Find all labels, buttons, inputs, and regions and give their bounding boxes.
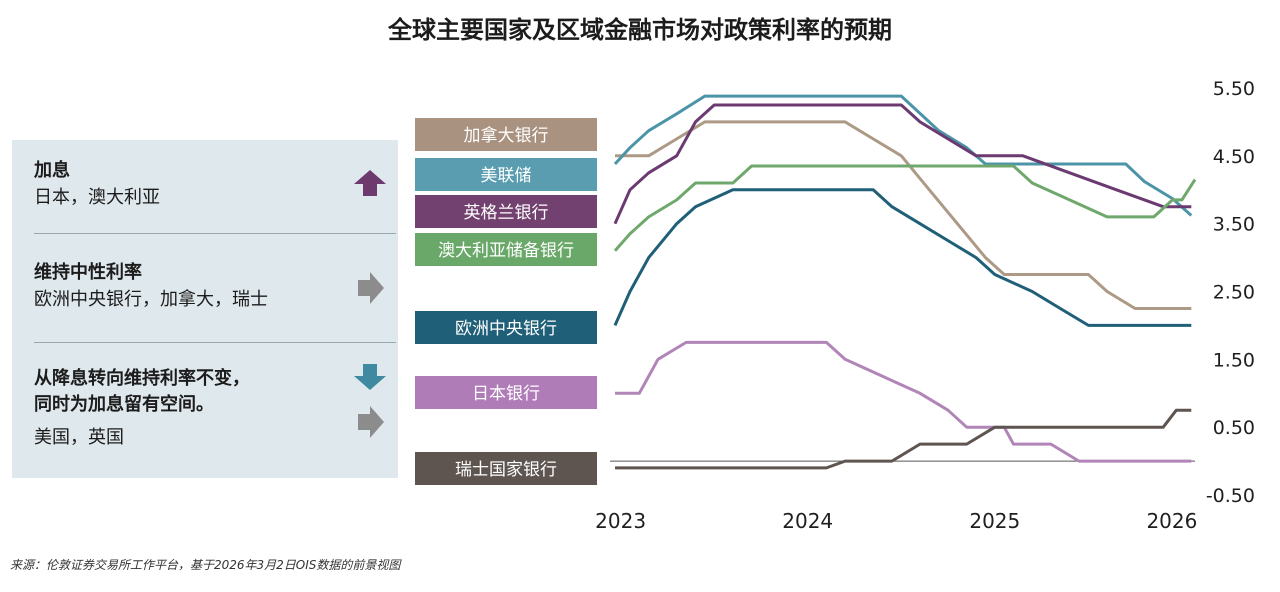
y-tick-label: 1.50 [1213,349,1255,371]
series-line-3 [613,164,1197,252]
rate-outlook-panel: 加息 日本，澳大利亚 维持中性利率 欧洲中央银行，加拿大，瑞士 从降息转向维持利… [12,140,398,478]
legend-box-6 [415,452,597,485]
legend-label-5: 日本银行 [472,384,540,404]
y-tick-label: 2.50 [1213,282,1255,304]
legend-box-1 [415,158,597,191]
section-hold-text: 欧洲中央银行，加拿大，瑞士 [34,289,268,310]
legend-box-5 [415,376,597,409]
series-line-2 [613,103,1192,225]
legend-box-0 [415,118,597,151]
section-hold: 维持中性利率 欧洲中央银行，加拿大，瑞士 [34,260,268,314]
up-arrow-icon [354,170,386,196]
series-line-0 [615,120,1192,310]
legend-label-3: 澳大利亚储备银行 [438,241,574,261]
x-tick-label: 2025 [969,509,1020,533]
legend-label-1: 美联储 [481,166,532,186]
section-hold-title: 维持中性利率 [34,262,142,283]
section-hike-title: 加息 [34,160,70,181]
legend-box-3 [415,233,597,266]
legend-label-6: 瑞士国家银行 [455,460,557,480]
y-tick-label: 4.50 [1213,146,1255,168]
series-line-1 [613,94,1193,217]
right-arrow-icon [358,272,384,304]
series-line-6 [615,408,1192,470]
section-hike-text: 日本，澳大利亚 [34,187,160,208]
legend-label-2: 英格兰银行 [464,203,549,223]
legend-box-4 [415,311,597,344]
y-tick-label: 0.50 [1213,417,1255,439]
section-pivot-title-line1: 从降息转向维持利率不变， [34,368,250,389]
x-tick-label: 2023 [595,509,646,533]
y-tick-label: 5.50 [1213,78,1255,100]
y-tick-label: -0.50 [1206,485,1255,507]
section-divider [34,342,396,343]
section-pivot-title-line2: 同时为加息留有空间。 [34,394,214,415]
series-line-5 [615,340,1192,463]
source-note: 来源：伦敦证券交易所工作平台，基于2026年3月2日OIS数据的前景视图 [10,558,401,572]
section-divider [34,233,396,234]
legend-box-2 [415,195,597,228]
y-tick-label: 3.50 [1213,214,1255,236]
down-arrow-icon [354,364,386,390]
x-tick-label: 2026 [1146,509,1197,533]
section-pivot: 从降息转向维持利率不变， 同时为加息留有空间。 美国，英国 [34,366,250,452]
legend-label-4: 欧洲中央银行 [455,319,557,339]
x-tick-label: 2024 [782,509,833,533]
series-line-4 [613,188,1192,327]
section-hike: 加息 日本，澳大利亚 [34,158,160,212]
section-pivot-text: 美国，英国 [34,427,124,448]
right-arrow-icon [358,406,384,438]
page-title: 全球主要国家及区域金融市场对政策利率的预期 [388,16,892,44]
legend-label-0: 加拿大银行 [464,125,549,146]
